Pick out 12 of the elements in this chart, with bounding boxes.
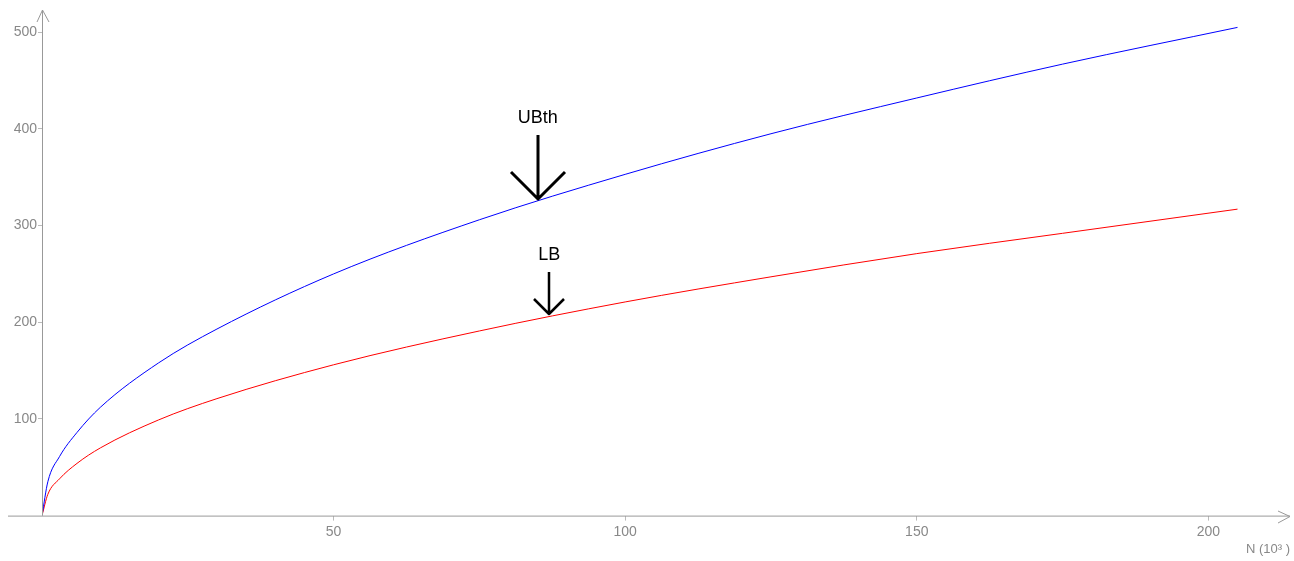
y-tick-label: 500 — [13, 23, 38, 40]
annotation: UBth — [516, 107, 559, 129]
x-tick-label: 50 — [325, 522, 342, 539]
y-tick-label: 400 — [13, 119, 38, 136]
x-axis-title: N (10³ ) — [1245, 540, 1290, 556]
x-tick-label: 100 — [613, 522, 638, 539]
x-tick-label: 200 — [1196, 522, 1221, 539]
y-tick-label: 200 — [13, 313, 38, 330]
annotation: LB — [537, 244, 562, 266]
x-tick-label: 150 — [905, 522, 929, 539]
y-tick-label: 300 — [13, 216, 38, 233]
y-tick-label: 100 — [13, 409, 38, 426]
